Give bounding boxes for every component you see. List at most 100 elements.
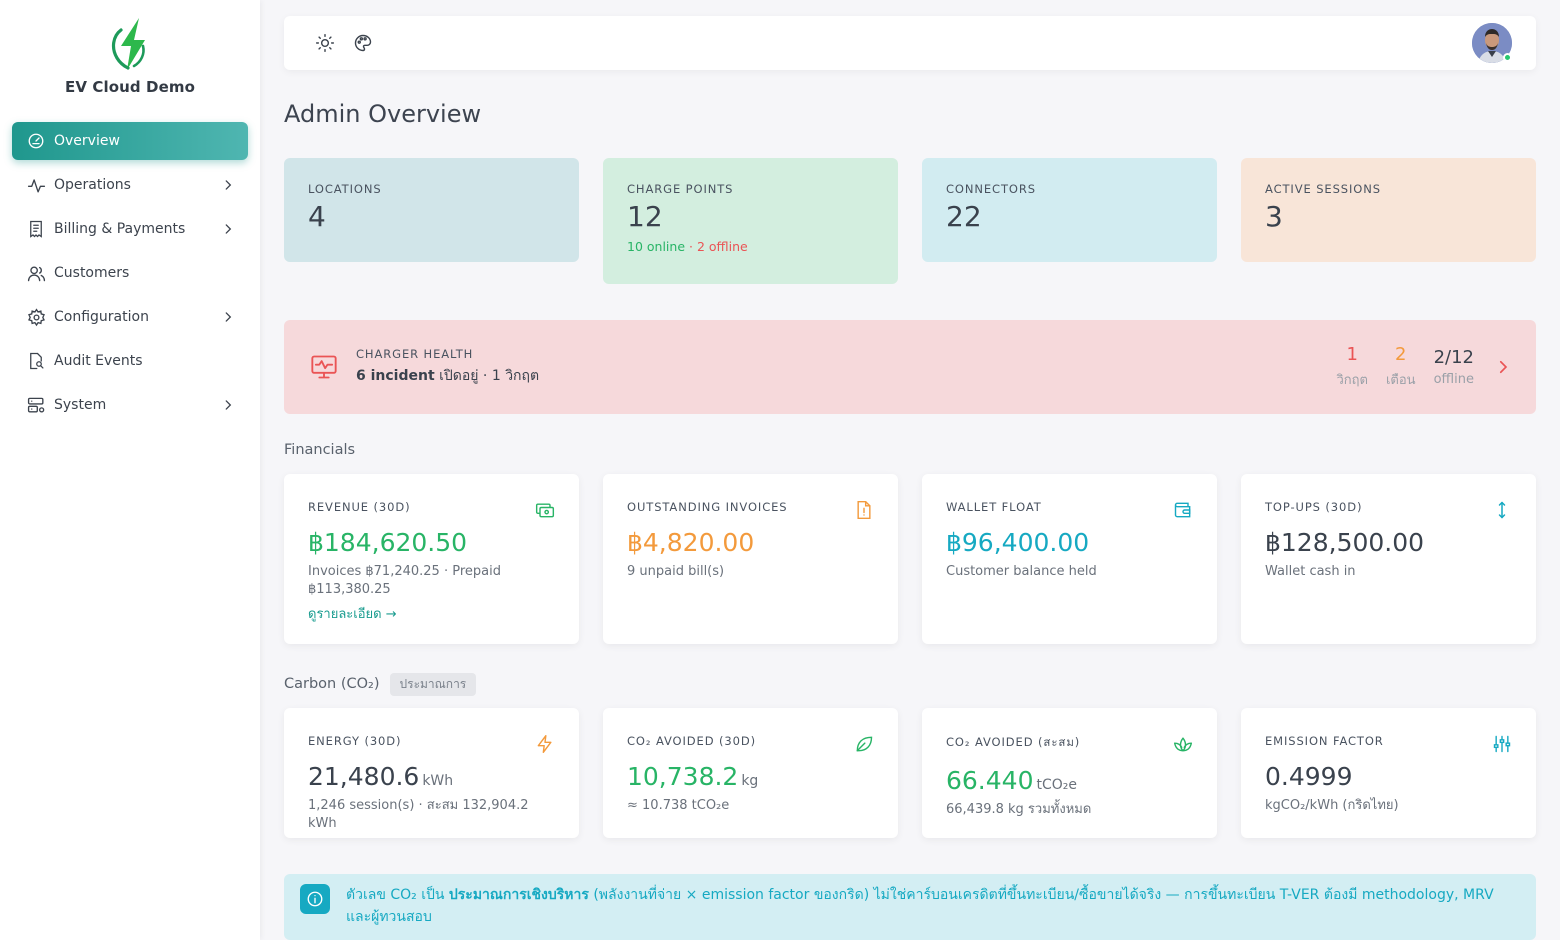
incident-detail: เปิดอยู่ · 1 วิกฤต (434, 368, 540, 384)
card-label: ENERGY (30D) (308, 734, 402, 748)
card-value: 66.440 tCO₂e (946, 766, 1193, 795)
card-label: WALLET FLOAT (946, 500, 1042, 514)
sidebar-item-label: Operations (54, 177, 131, 193)
wallet-icon (1174, 502, 1191, 518)
card-co2-avoided-total: CO₂ AVOIDED (สะสม) 66.440 tCO₂e 66,439.8 … (922, 708, 1217, 838)
offline-ratio: 2/12 (1433, 347, 1474, 368)
card-value: ฿4,820.00 (627, 528, 755, 557)
card-sub: Invoices ฿71,240.25 · Prepaid ฿113,380.2… (308, 564, 501, 597)
chevron-right-icon (220, 309, 236, 325)
sidebar-item-customers[interactable]: Customers (12, 254, 248, 292)
stat-value: 12 (627, 200, 663, 233)
stat-value: 4 (308, 200, 326, 233)
card-top-ups: TOP-UPS (30D) ฿128,500.00 Wallet cash in (1241, 474, 1536, 644)
critical-label: วิกฤต (1336, 373, 1368, 388)
carbon-disclaimer: ตัวเลข CO₂ เป็น ประมาณการเชิงบริหาร (พลั… (284, 874, 1536, 940)
card-revenue: REVENUE (30D) ฿184,620.50 Invoices ฿71,2… (284, 474, 579, 644)
offline-label: offline (1433, 372, 1474, 387)
stats-row: LOCATIONS 4 CHARGE POINTS 12 10 online ·… (284, 158, 1536, 284)
stat-value: 22 (946, 200, 982, 233)
financials-cards: REVENUE (30D) ฿184,620.50 Invoices ฿71,2… (284, 474, 1536, 644)
page-title: Admin Overview (284, 100, 482, 128)
sidebar-menu: Overview Operations Billing & Payments C… (0, 112, 260, 424)
card-value: 0.4999 (1265, 762, 1353, 791)
card-label: TOP-UPS (30D) (1265, 500, 1363, 514)
card-label: OUTSTANDING INVOICES (627, 500, 788, 514)
sidebar-item-operations[interactable]: Operations (12, 166, 248, 204)
charger-health-banner[interactable]: CHARGER HEALTH 6 incident เปิดอยู่ · 1 ว… (284, 320, 1536, 414)
sidebar: EV Cloud Demo Overview Operations Billin… (0, 0, 260, 940)
sidebar-item-configuration[interactable]: Configuration (12, 298, 248, 336)
avatar[interactable] (1472, 23, 1512, 63)
card-sub: 9 unpaid bill(s) (627, 564, 725, 579)
card-sub: Customer balance held (946, 564, 1097, 579)
palette-icon[interactable] (352, 32, 374, 54)
info-icon (300, 884, 330, 914)
warning-count: 2 (1395, 344, 1407, 365)
health-critical: 1 วิกฤต (1337, 344, 1368, 390)
card-label: CO₂ AVOIDED (สะสม) (946, 735, 1081, 749)
leaf-icon (856, 736, 873, 752)
disclaimer-bold: ประมาณการเชิงบริหาร (448, 887, 589, 903)
carbon-heading: Carbon (CO₂) ประมาณการ (284, 672, 1536, 696)
chevron-right-icon (1499, 360, 1508, 374)
sidebar-item-label: Overview (54, 133, 120, 149)
card-value: 10,738.2 kg (627, 762, 874, 791)
separator: · (685, 239, 697, 254)
energy-unit: kWh (422, 773, 454, 789)
stat-value: 3 (1265, 200, 1283, 233)
gear-icon (26, 307, 46, 327)
card-energy: ENERGY (30D) 21,480.6 kWh 1,246 session(s… (284, 708, 579, 838)
bolt-icon (537, 734, 552, 754)
co2-total-unit: tCO₂e (1036, 777, 1077, 793)
chevron-right-icon (220, 177, 236, 193)
lightning-logo-icon (111, 18, 145, 70)
card-sub: 66,439.8 kg รวมทั้งหมด (946, 802, 1092, 817)
stat-label: LOCATIONS (308, 182, 382, 196)
main-content: Admin Overview LOCATIONS 4 CHARGE POINTS… (284, 16, 1536, 940)
stat-label: CHARGE POINTS (627, 182, 734, 196)
card-label: CO₂ AVOIDED (30D) (627, 734, 756, 748)
sidebar-item-billing[interactable]: Billing & Payments (12, 210, 248, 248)
sidebar-item-audit-events[interactable]: Audit Events (12, 342, 248, 380)
card-outstanding-invoices: OUTSTANDING INVOICES ฿4,820.00 9 unpaid … (603, 474, 898, 644)
co2-30d-value: 10,738.2 (627, 762, 739, 791)
sidebar-item-label: Configuration (54, 309, 149, 325)
sidebar-item-system[interactable]: System (12, 386, 248, 424)
sidebar-item-overview[interactable]: Overview (12, 122, 248, 160)
sun-icon[interactable] (314, 32, 336, 54)
carbon-cards: ENERGY (30D) 21,480.6 kWh 1,246 session(s… (284, 708, 1536, 838)
brand-name: EV Cloud Demo (64, 78, 196, 96)
card-sub: ≈ 10.738 tCO₂e (627, 798, 730, 813)
view-details-link[interactable]: ดูรายละเอียด → (308, 607, 397, 622)
sidebar-item-label: Billing & Payments (54, 221, 186, 237)
offline-count: 2 offline (696, 239, 748, 254)
disclaimer-post: (พลังงานที่จ่าย × emission factor ของกริ… (346, 887, 1499, 925)
server-icon (26, 395, 46, 415)
card-sub: 1,246 session(s) · สะสม 132,904.2 kWh (308, 798, 529, 831)
plant-icon (1173, 737, 1193, 752)
sidebar-item-label: Customers (54, 265, 130, 281)
estimate-badge: ประมาณการ (389, 672, 477, 696)
card-value: 21,480.6 kWh (308, 762, 555, 791)
online-count: 10 online (627, 239, 686, 254)
file-search-icon (26, 351, 46, 371)
stat-label: CONNECTORS (946, 182, 1036, 196)
chevron-right-icon (220, 221, 236, 237)
card-label: EMISSION FACTOR (1265, 734, 1384, 748)
disclaimer-pre: ตัวเลข CO₂ เป็น (346, 887, 449, 903)
cash-icon (535, 503, 555, 518)
carbon-title: Carbon (CO₂) (284, 676, 380, 692)
card-wallet-float: WALLET FLOAT ฿96,400.00 Customer balance… (922, 474, 1217, 644)
stat-label: ACTIVE SESSIONS (1265, 182, 1381, 196)
stat-connectors: CONNECTORS 22 (922, 158, 1217, 262)
monitor-pulse-icon (311, 355, 337, 379)
stat-charge-points: CHARGE POINTS 12 10 online · 2 offline (603, 158, 898, 284)
charger-health-message: 6 incident เปิดอยู่ · 1 วิกฤต (356, 365, 539, 387)
online-status-dot (1503, 53, 1512, 62)
gauge-icon (26, 131, 46, 151)
financials-heading: Financials (284, 442, 356, 458)
card-co2-avoided-30d: CO₂ AVOIDED (30D) 10,738.2 kg ≈ 10.738 tC… (603, 708, 898, 838)
brand[interactable]: EV Cloud Demo (0, 0, 260, 112)
file-alert-icon (857, 500, 871, 520)
